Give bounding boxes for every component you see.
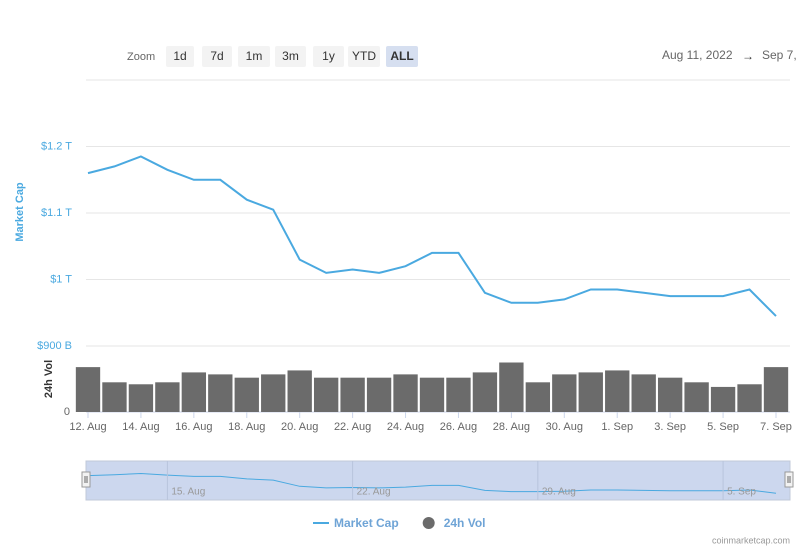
legend-symbol — [422, 517, 435, 529]
x-tick-label: 30. Aug — [546, 421, 583, 433]
date-arrow: → — [742, 49, 754, 63]
volume-bar — [128, 384, 154, 412]
volume-bar — [261, 374, 286, 412]
volume-bar — [552, 374, 577, 412]
y-tick-label: $900 B — [37, 340, 72, 352]
x-tick-label: 7. Sep — [760, 421, 792, 433]
date-to[interactable]: Sep 7, — [762, 48, 797, 62]
zoom-button[interactable] — [238, 46, 270, 67]
zoom-button[interactable] — [202, 46, 232, 67]
x-tick-label: 26. Aug — [440, 421, 477, 433]
x-tick-label: 1. Sep — [601, 421, 633, 433]
volume-bar — [340, 377, 365, 412]
volume-bar — [287, 370, 312, 412]
x-tick-label: 12. Aug — [69, 421, 106, 433]
zoom-button-label[interactable]: YTD — [352, 49, 376, 63]
volume-bar — [393, 374, 418, 412]
navigator-line — [87, 472, 777, 494]
volume-bar — [75, 367, 101, 412]
volume-bar — [578, 372, 603, 412]
x-tick-label: 3. Sep — [654, 421, 686, 433]
volume-bar — [684, 382, 709, 412]
zoom-button[interactable] — [313, 46, 344, 67]
x-tick-label: 22. Aug — [334, 421, 371, 433]
x-tick-label: 16. Aug — [175, 421, 212, 433]
zoom-button-label[interactable]: 3m — [282, 49, 299, 63]
credit[interactable]: coinmarketcap.com — [712, 535, 790, 545]
navigator-label: 5. Sep — [727, 487, 756, 498]
x-tick-label: 24. Aug — [387, 421, 424, 433]
volume-bar — [181, 372, 207, 412]
y2-tick-label: 0 — [64, 406, 70, 418]
navigator-frame — [85, 460, 791, 501]
zoom-button[interactable] — [386, 46, 418, 67]
volume-bar — [208, 374, 233, 412]
zoom-label: Zoom — [127, 51, 155, 63]
navigator-handle[interactable] — [784, 471, 794, 488]
volume-bar — [605, 370, 630, 412]
market-cap-line — [87, 155, 777, 317]
volume-bar — [737, 384, 762, 412]
zoom-button-label[interactable]: 7d — [210, 49, 223, 63]
x-tick-label: 20. Aug — [281, 421, 318, 433]
zoom-button-label[interactable]: 1y — [322, 49, 335, 63]
x-tick-label: 5. Sep — [707, 421, 739, 433]
zoom-button-label[interactable]: 1m — [246, 49, 263, 63]
y-tick-label: $1.1 T — [41, 207, 72, 219]
navigator-label: 22. Aug — [357, 487, 391, 498]
volume-bar — [763, 367, 789, 412]
y-axis-title: Market Cap — [14, 182, 26, 242]
legend-label[interactable]: Market Cap — [334, 516, 399, 530]
date-from[interactable]: Aug 11, 2022 — [662, 48, 733, 62]
zoom-button[interactable] — [348, 46, 380, 67]
zoom-button-label[interactable]: ALL — [390, 49, 413, 63]
volume-bar — [657, 377, 683, 412]
navigator-label: 29. Aug — [542, 487, 576, 498]
legend-label[interactable]: 24h Vol — [444, 516, 486, 530]
volume-bar — [472, 372, 498, 412]
volume-bar — [313, 377, 339, 412]
navigator-handle[interactable] — [81, 471, 91, 488]
y-tick-label: $1 T — [50, 273, 72, 285]
zoom-button-label[interactable]: 1d — [173, 49, 186, 63]
volume-bar — [631, 374, 656, 412]
zoom-button[interactable] — [275, 46, 306, 67]
volume-bar — [525, 382, 551, 412]
volume-bar — [446, 377, 471, 412]
volume-bar — [155, 382, 180, 412]
volume-bar — [419, 377, 445, 412]
x-tick-label: 18. Aug — [228, 421, 265, 433]
x-tick-label: 14. Aug — [122, 421, 159, 433]
volume-bar — [366, 377, 392, 412]
x-tick-label: 28. Aug — [493, 421, 530, 433]
volume-bar — [499, 362, 524, 412]
volume-bar — [234, 377, 259, 412]
navigator-label: 15. Aug — [171, 487, 205, 498]
zoom-button[interactable] — [166, 46, 194, 67]
volume-bar — [102, 382, 127, 412]
y-tick-label: $1.2 T — [41, 140, 72, 152]
volume-bar — [710, 386, 736, 412]
y2-axis-title: 24h Vol — [43, 360, 55, 398]
